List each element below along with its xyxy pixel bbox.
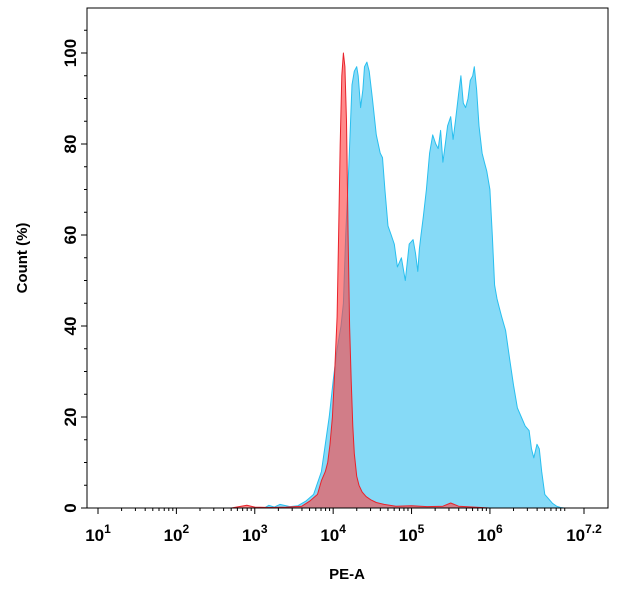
- y-axis-title: Count (%): [14, 223, 31, 294]
- x-tick-label: 105: [399, 522, 425, 545]
- x-tick-label: 107.2: [566, 522, 602, 545]
- x-axis-title: PE-A: [329, 566, 365, 583]
- y-tick-label: 40: [61, 317, 80, 336]
- x-tick-label: 102: [164, 522, 190, 545]
- y-tick-label: 100: [61, 39, 80, 67]
- series-positive-area: [263, 61, 565, 509]
- y-tick-label: 60: [61, 226, 80, 245]
- series-layer: [230, 52, 565, 509]
- x-tick-label: 106: [477, 522, 503, 545]
- x-axis-ticks: 101 102 103 104 105 106 107.2: [85, 508, 602, 545]
- y-axis-ticks: 0 20 40 60 80 100: [61, 29, 87, 513]
- x-tick-label: 101: [85, 522, 111, 545]
- x-tick-label: 104: [320, 522, 346, 545]
- series-control-area: [230, 52, 491, 509]
- y-tick-label: 80: [61, 135, 80, 154]
- x-tick-label: 103: [242, 522, 268, 545]
- y-tick-label: 0: [61, 503, 80, 512]
- y-tick-label: 20: [61, 408, 80, 427]
